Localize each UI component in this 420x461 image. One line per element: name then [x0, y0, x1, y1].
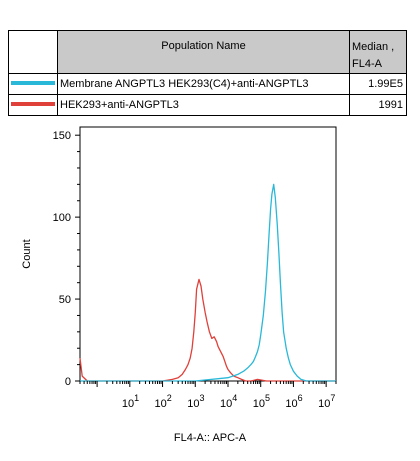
- y-tick-label: 0: [65, 376, 71, 388]
- legend-median-value: 1.99E5: [350, 74, 407, 95]
- plot-frame: [79, 126, 337, 382]
- plot-area: [79, 126, 337, 382]
- x-tick-label: 105: [253, 393, 270, 410]
- y-tick-label: 150: [53, 130, 71, 142]
- y-axis-label: Count: [21, 239, 33, 268]
- x-tick-label: 103: [187, 393, 204, 410]
- legend-swatch: [8, 74, 58, 95]
- legend-row: HEK293+anti-ANGPTL3 1991: [8, 95, 407, 116]
- series-line-hek293: [79, 278, 336, 382]
- x-axis: 101 102 103 104 105 106 107: [79, 381, 337, 410]
- x-tick-label: 102: [155, 393, 172, 410]
- x-axis-label: FL4-A:: APC-A: [174, 432, 247, 444]
- series-layer: [79, 183, 336, 382]
- legend-header-median: Median , FL4-A: [350, 30, 407, 74]
- x-tick-label: 104: [220, 393, 237, 410]
- legend-header-population-name: Population Name: [58, 30, 350, 74]
- legend-row: Membrane ANGPTL3 HEK293(C4)+anti-ANGPTL3…: [8, 74, 407, 95]
- legend-population-name: Membrane ANGPTL3 HEK293(C4)+anti-ANGPTL3: [58, 74, 350, 95]
- series-line-membrane-angptl3: [80, 183, 336, 382]
- y-axis: 0 50 100 150: [53, 130, 80, 388]
- legend-population-name: HEK293+anti-ANGPTL3: [58, 95, 350, 116]
- legend-median-value: 1991: [350, 95, 407, 116]
- legend-table: Population Name Median , FL4-A Membrane …: [8, 30, 407, 116]
- x-tick-label: 107: [318, 393, 335, 410]
- x-tick-label: 101: [122, 393, 139, 410]
- legend-swatch-line: [11, 81, 55, 85]
- legend-swatch-line: [11, 102, 55, 106]
- x-tick-label: 106: [285, 393, 302, 410]
- y-tick-label: 50: [59, 294, 71, 306]
- legend-swatch: [8, 95, 58, 116]
- legend-header-swatch-cell: [8, 30, 58, 74]
- y-tick-label: 100: [53, 212, 71, 224]
